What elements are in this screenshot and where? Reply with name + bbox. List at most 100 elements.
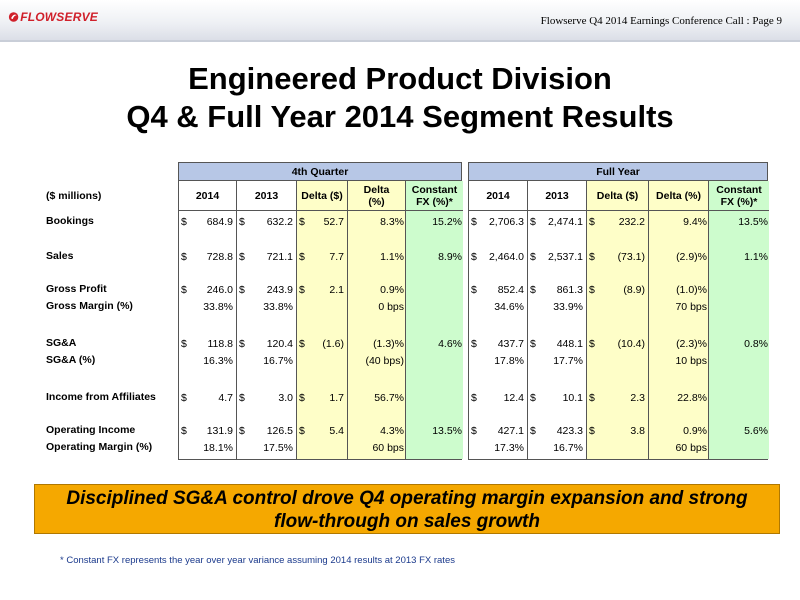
quarter-cell: 16.3%	[179, 355, 236, 367]
fullyear-value: 13.5%	[738, 216, 768, 228]
quarter-value: (1.3)%	[373, 338, 404, 350]
quarter-cell: $7.7	[297, 251, 347, 263]
dollar-sign: $	[471, 284, 477, 296]
dollar-sign: $	[181, 425, 187, 437]
row-label: Income from Affiliates	[46, 391, 156, 403]
quarter-col-body-1: $632.2 $721.1 $243.9 33.8% $120.4 16.7% $3.0 $1…	[237, 211, 297, 459]
dollar-sign: $	[589, 392, 595, 404]
row-label: Gross Margin (%)	[46, 300, 133, 312]
logo-text: FLOWSERVE	[20, 10, 98, 24]
fullyear-value: (2.3)%	[676, 338, 707, 350]
fullyear-cell: $232.2	[587, 216, 648, 228]
fullyear-value: 22.8%	[677, 392, 707, 404]
quarter-cell	[297, 355, 347, 367]
fullyear-cell	[709, 301, 769, 313]
fullyear-cell: $2,706.3	[469, 216, 527, 228]
quarter-cell: 17.5%	[237, 442, 296, 454]
fullyear-cell	[709, 355, 769, 367]
quarter-cell: (40 bps)	[348, 355, 405, 367]
quarter-panel: 4th Quarter 2014 $684.9 $728.8 $246.0 33.8% $…	[178, 162, 463, 460]
fullyear-value: 60 bps	[675, 442, 707, 454]
fullyear-cell: 17.8%	[469, 355, 527, 367]
row-label: Sales	[46, 250, 74, 262]
title-line-2: Q4 & Full Year 2014 Segment Results	[126, 99, 674, 134]
quarter-value: 33.8%	[263, 301, 293, 313]
quarter-value: 3.0	[278, 392, 293, 404]
fullyear-value: 852.4	[497, 284, 524, 296]
dollar-sign: $	[530, 284, 536, 296]
quarter-value: 2.1	[329, 284, 344, 296]
quarter-cell: $721.1	[237, 251, 296, 263]
quarter-col-body-3: 8.3% 1.1% 0.9% 0 bps (1.3)% (40 bps) 56.7% 4.3%…	[348, 211, 406, 459]
dollar-sign: $	[589, 251, 595, 263]
quarter-value: 4.3%	[380, 425, 404, 437]
quarter-col-body-2: $52.7 $7.7 $2.1 $ (1.6) $1.7 $5.4	[297, 211, 348, 459]
quarter-cell: 33.8%	[179, 301, 236, 313]
quarter-cell: $684.9	[179, 216, 236, 228]
quarter-value: 632.2	[266, 216, 293, 228]
quarter-value: 52.7	[323, 216, 344, 228]
footnote: * Constant FX represents the year over y…	[60, 555, 455, 566]
fullyear-panel: Full Year 2014 $2,706.3 $2,464.0 $852.4 34.6…	[468, 162, 769, 460]
fullyear-cell: $10.1	[528, 392, 586, 404]
fullyear-header: Full Year	[469, 163, 767, 181]
fullyear-value: 1.1%	[744, 251, 768, 263]
fullyear-value: (8.9)	[623, 284, 645, 296]
fullyear-col-header-4: Constant FX (%)*	[709, 181, 769, 211]
fullyear-cell: $2,537.1	[528, 251, 586, 263]
quarter-cell: 56.7%	[348, 392, 405, 404]
dollar-sign: $	[181, 284, 187, 296]
dollar-sign: $	[589, 284, 595, 296]
quarter-value: 118.8	[207, 338, 234, 350]
fullyear-cell: 60 bps	[649, 442, 708, 454]
fullyear-cell: (2.9)%	[649, 251, 708, 263]
quarter-value: 15.2%	[432, 216, 462, 228]
fullyear-cell	[709, 284, 769, 296]
fullyear-cell: 70 bps	[649, 301, 708, 313]
quarter-cell: $ (1.6)	[297, 338, 347, 350]
dollar-sign: $	[471, 392, 477, 404]
dollar-sign: $	[299, 338, 305, 350]
quarter-cell: $2.1	[297, 284, 347, 296]
quarter-value: 1.7	[329, 392, 344, 404]
banner-line-2: flow-through on sales growth	[274, 511, 540, 532]
quarter-value: (40 bps)	[365, 355, 404, 367]
fullyear-value: 448.1	[556, 338, 583, 350]
fullyear-cell: $437.7	[469, 338, 527, 350]
fullyear-cell: 16.7%	[528, 442, 586, 454]
fullyear-cell: $448.1	[528, 338, 586, 350]
fullyear-value: 423.3	[556, 425, 583, 437]
quarter-header: 4th Quarter	[179, 163, 461, 181]
quarter-cell	[406, 392, 463, 404]
fullyear-cell: $852.4	[469, 284, 527, 296]
dollar-sign: $	[530, 251, 536, 263]
quarter-col-body-4: 15.2% 8.9% 4.6% 13.5%	[406, 211, 463, 459]
quarter-cell: 0 bps	[348, 301, 405, 313]
row-label: Operating Income	[46, 424, 136, 436]
quarter-value: 4.6%	[438, 338, 462, 350]
fullyear-value: 17.3%	[494, 442, 524, 454]
fullyear-col-body-3: 9.4% (2.9)% (1.0)% 70 bps (2.3)% 10 bps 22.8% 0…	[649, 211, 709, 459]
quarter-cell: $1.7	[297, 392, 347, 404]
quarter-value: 728.8	[206, 251, 233, 263]
quarter-cell: 18.1%	[179, 442, 236, 454]
dollar-sign: $	[530, 392, 536, 404]
quarter-cell: $52.7	[297, 216, 347, 228]
quarter-col-header-1: 2013	[237, 181, 297, 211]
logo-mark-icon	[8, 12, 19, 22]
dollar-sign: $	[239, 284, 245, 296]
fullyear-value: 34.6%	[494, 301, 524, 313]
quarter-value: 684.9	[206, 216, 233, 228]
fullyear-value: 70 bps	[675, 301, 707, 313]
dollar-sign: $	[471, 251, 477, 263]
quarter-value: 131.9	[206, 425, 233, 437]
fullyear-col-header-2: Delta ($)	[587, 181, 649, 211]
fullyear-cell: 13.5%	[709, 216, 769, 228]
quarter-cell: 4.6%	[406, 338, 463, 350]
quarter-cell: 1.1%	[348, 251, 405, 263]
quarter-value: 1.1%	[380, 251, 404, 263]
quarter-value: 33.8%	[203, 301, 233, 313]
fullyear-value: 2,706.3	[488, 216, 524, 228]
quarter-cell: $126.5	[237, 425, 296, 437]
quarter-cell	[406, 442, 463, 454]
